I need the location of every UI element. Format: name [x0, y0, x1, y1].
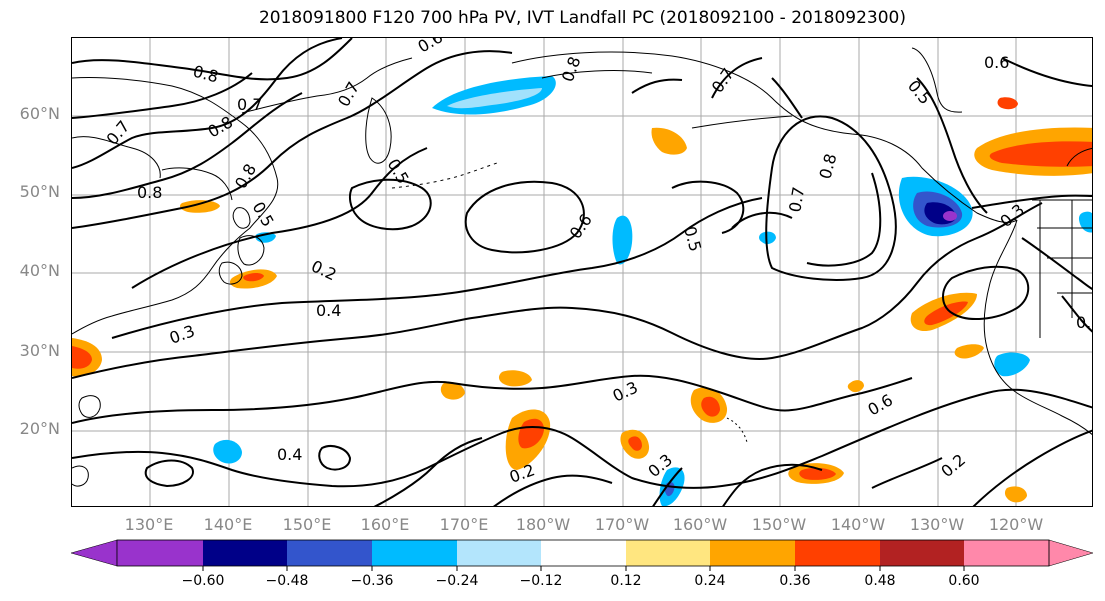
contour-label: 0.3 — [1076, 313, 1093, 332]
pv-contours — [72, 38, 1092, 506]
colorbar-segment — [795, 540, 880, 566]
lon-label-160e: 160°E — [360, 515, 410, 534]
contour-label: 0.5 — [904, 76, 935, 108]
map-canvas: 0.8 0.7 0.8 0.7 0.8 0.6 0.5 0.8 0.5 0.7 … — [72, 38, 1093, 506]
colorbar-tick-label: 0.24 — [694, 573, 726, 589]
colorbar-tick-label: −0.12 — [519, 573, 563, 589]
lon-label-140e: 140°E — [203, 515, 253, 534]
contour-label: 0.8 — [191, 62, 221, 87]
colorbar-arrow-right — [1048, 539, 1094, 567]
colorbar-segment — [203, 540, 287, 566]
lon-label-130w: 130°W — [909, 515, 965, 534]
shade-central-negative-1 — [612, 215, 633, 265]
contour-label-layer: 0.8 0.7 0.8 0.7 0.8 0.6 0.5 0.8 0.5 0.7 … — [103, 38, 1093, 487]
contour-label: 0.7 — [708, 65, 738, 97]
shade-west-negative — [213, 439, 242, 464]
colorbar-tick-label: 0.48 — [864, 573, 896, 589]
contour-label: 0.8 — [231, 160, 260, 192]
lat-label-60n: 60°N — [19, 104, 60, 123]
map-title: 2018091800 F120 700 hPa PV, IVT Landfall… — [258, 8, 906, 28]
lat-label-20n: 20°N — [19, 419, 60, 438]
colorbar-tick-label: −0.48 — [265, 573, 309, 589]
colorbar-tick-label: 0.12 — [610, 573, 642, 589]
lon-label-170w: 170°W — [594, 515, 650, 534]
contour-label: 0.3 — [610, 378, 641, 406]
graticule — [72, 38, 1092, 506]
contour-label: 0.8 — [137, 183, 162, 202]
lon-label-130e: 130°E — [124, 515, 174, 534]
lon-label-170e: 170°E — [439, 515, 489, 534]
contour-label: 0.2 — [308, 256, 339, 284]
lon-label-140w: 140°W — [830, 515, 886, 534]
lon-label-180w: 180°W — [515, 515, 571, 534]
lon-label-150e: 150°E — [282, 515, 332, 534]
lat-label-50n: 50°N — [19, 182, 60, 201]
contour-label: 0.4 — [277, 445, 302, 464]
colorbar-segment — [457, 540, 541, 566]
colorbar-segment — [710, 540, 795, 566]
contour-label: 0.6 — [415, 38, 447, 56]
colorbar-tick-label: −0.60 — [181, 573, 225, 589]
contour-label: 0.5 — [249, 199, 278, 231]
contour-label: 0.7 — [785, 185, 808, 213]
contour-label: 0.7 — [237, 95, 262, 114]
colorbar-tick-label: −0.24 — [435, 573, 479, 589]
contour-label: 0.3 — [167, 321, 197, 348]
colorbar-segment — [626, 540, 710, 566]
shaded-anomaly-regions — [72, 76, 1092, 506]
lat-label-40n: 40°N — [19, 261, 60, 280]
contour-label: 0.2 — [937, 450, 969, 481]
contour-label: 0.6 — [865, 390, 897, 419]
lon-label-150w: 150°W — [751, 515, 807, 534]
contour-label: 0.7 — [103, 117, 134, 149]
colorbar-tick-label: 0.36 — [779, 573, 811, 589]
contour-label: 0.8 — [205, 112, 237, 141]
contour-label: 0.8 — [816, 152, 841, 182]
contour-label: 0.8 — [558, 54, 585, 84]
colorbar-segment — [541, 540, 626, 566]
colorbar-segment — [964, 540, 1049, 566]
colorbar-segment — [117, 540, 203, 566]
colorbar-tick-label: 0.60 — [948, 573, 980, 589]
colorbar-segment — [372, 540, 457, 566]
colorbar-segment — [287, 540, 372, 566]
lon-label-160w: 160°W — [672, 515, 728, 534]
contour-label: 0.6 — [984, 53, 1009, 72]
contour-label: 0.6 — [566, 211, 596, 243]
colorbar-segment — [880, 540, 964, 566]
contour-label: 0.4 — [316, 301, 341, 320]
lat-label-30n: 30°N — [19, 341, 60, 360]
lon-label-120w: 120°W — [988, 515, 1044, 534]
colorbar-tick-label: −0.36 — [350, 573, 394, 589]
map-panel: 0.8 0.7 0.8 0.7 0.8 0.6 0.5 0.8 0.5 0.7 … — [71, 37, 1093, 507]
colorbar-arrow-left — [70, 539, 118, 567]
